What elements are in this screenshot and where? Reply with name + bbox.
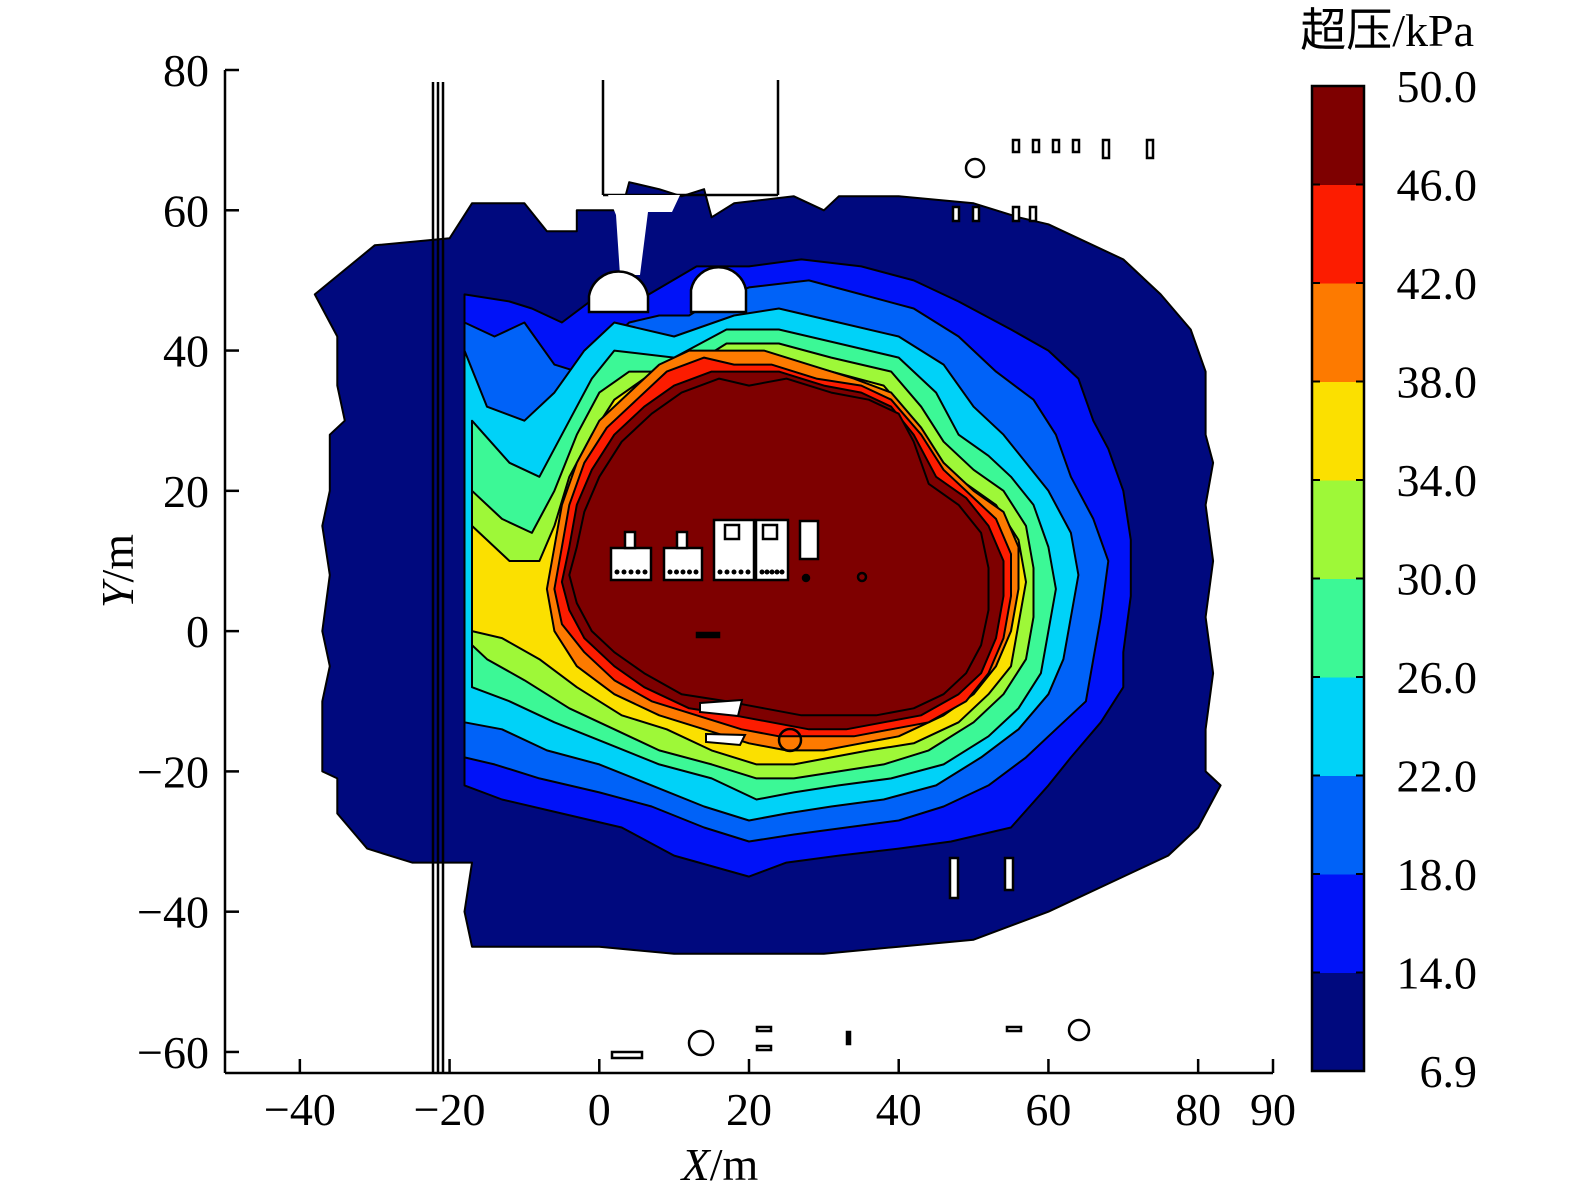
- building-unit-4: [761, 523, 779, 541]
- colorbar-segment: [1312, 874, 1364, 973]
- equipment-dot: [674, 569, 679, 575]
- y-axis-title: Y/m: [92, 534, 143, 608]
- marker-r-3: [1028, 205, 1038, 223]
- dome-left: [587, 270, 650, 314]
- equipment-dot: [731, 569, 737, 575]
- colorbar: 6.9 14.0 18.0 22.0 26.0 30.0 34.0 38.0 42.0 46.0 5…: [1300, 5, 1477, 1097]
- equipment-dot: [628, 569, 634, 575]
- central-building-1: [609, 546, 653, 582]
- slot-marker: [695, 631, 721, 639]
- equipment-dot: [745, 569, 751, 575]
- y-tick-label: 40: [163, 326, 209, 377]
- colorbar-segment: [1312, 283, 1364, 382]
- central-tank: [798, 519, 820, 561]
- marker-tr-6: [1145, 138, 1155, 160]
- obstacle-layer: [431, 80, 1155, 1073]
- colorbar-label: 30.0: [1397, 554, 1478, 605]
- x-tick-label: 40: [876, 1084, 922, 1135]
- colorbar-label: 34.0: [1397, 455, 1478, 506]
- equipment-dot: [621, 569, 627, 575]
- x-tick-label: 20: [726, 1084, 772, 1135]
- equipment-dot: [779, 569, 785, 575]
- colorbar-label: 46.0: [1397, 160, 1478, 211]
- x-tick-label: −40: [264, 1084, 336, 1135]
- colorbar-segment: [1312, 184, 1364, 284]
- equipment-dot: [667, 569, 673, 575]
- colorbar-title: 超压/kPa: [1300, 5, 1474, 56]
- colorbar-label: 26.0: [1397, 652, 1478, 703]
- y-tick-label: −20: [137, 746, 209, 797]
- lower-structure: [699, 698, 747, 747]
- marker-tr-2: [1051, 138, 1061, 154]
- building-tower-1: [623, 530, 637, 550]
- building-tower-2: [675, 530, 689, 550]
- marker-tr-3: [1071, 138, 1081, 154]
- equipment-dot: [693, 569, 699, 575]
- x-tick-label: 90: [1250, 1084, 1296, 1135]
- marker-tr-1: [1031, 138, 1041, 154]
- marker-tr-5: [1101, 138, 1111, 160]
- colorbar-label: 42.0: [1397, 258, 1478, 309]
- marker-a: [801, 573, 811, 583]
- colorbar-segment: [1312, 972, 1364, 1072]
- y-tick-label: 60: [163, 185, 209, 236]
- marker-r-0: [951, 205, 961, 223]
- marker-b: [856, 571, 868, 583]
- equipment-dot: [635, 569, 641, 575]
- building-unit-3: [723, 523, 741, 541]
- entry-passage: [608, 195, 680, 275]
- y-tick-label: −40: [137, 887, 209, 938]
- x-tick-label: 80: [1175, 1084, 1221, 1135]
- right-pipe-2: [948, 856, 960, 900]
- tank-bottom-right: [1067, 1018, 1091, 1042]
- y-tick-label: −60: [137, 1027, 209, 1078]
- bottom-piece-1: [610, 1050, 644, 1060]
- y-tick-label: 80: [163, 45, 209, 96]
- colorbar-label: 14.0: [1397, 948, 1478, 999]
- colorbar-segment: [1312, 775, 1364, 875]
- y-tick-label: 0: [186, 606, 209, 657]
- equipment-dot: [774, 569, 780, 575]
- equipment-dot: [738, 569, 744, 575]
- x-tick-label: 0: [588, 1084, 611, 1135]
- bottom-piece-5: [845, 1030, 852, 1046]
- colorbar-segment: [1312, 86, 1364, 185]
- equipment-dot: [687, 569, 692, 575]
- equipment-dot: [724, 569, 730, 575]
- equipment-dot: [759, 569, 765, 575]
- marker-r-2: [1011, 205, 1021, 223]
- equipment-dot: [769, 569, 775, 575]
- equipment-dot: [764, 569, 770, 575]
- colorbar-segment: [1312, 480, 1364, 579]
- colorbar-label: 22.0: [1397, 751, 1478, 802]
- dome-right: [689, 266, 748, 314]
- equipment-dot: [614, 569, 620, 575]
- bottom-piece-3: [755, 1044, 773, 1052]
- x-axis-title: X/m: [680, 1139, 759, 1190]
- tank-top-right: [964, 157, 986, 179]
- equipment-dot: [717, 569, 723, 575]
- marker-tr-0: [1011, 138, 1021, 154]
- marker-r-1: [971, 205, 981, 223]
- x-tick-label: −20: [414, 1084, 486, 1135]
- colorbar-segment: [1312, 578, 1364, 678]
- colorbar-label: 50.0: [1397, 61, 1478, 112]
- central-building-2: [662, 546, 704, 582]
- equipment-dot: [680, 569, 686, 575]
- equipment-dot: [642, 569, 648, 575]
- axes: −40 −20 0 20 40 60 80 90 −60 −40 −20 0 20 40 60 80 X/m Y/…: [92, 45, 1296, 1190]
- lower-circle: [777, 727, 803, 753]
- colorbar-label: 6.9: [1420, 1046, 1478, 1097]
- y-tick-label: 20: [163, 466, 209, 517]
- bottom-piece-4: [1005, 1025, 1023, 1033]
- colorbar-segment: [1312, 381, 1364, 481]
- right-pipe: [1003, 856, 1015, 892]
- colorbar-label: 38.0: [1397, 357, 1478, 408]
- colorbar-segment: [1312, 677, 1364, 776]
- colorbar-label: 18.0: [1397, 849, 1478, 900]
- bottom-piece-2: [755, 1025, 773, 1033]
- tank-bottom-left: [687, 1029, 715, 1057]
- x-tick-label: 60: [1025, 1084, 1071, 1135]
